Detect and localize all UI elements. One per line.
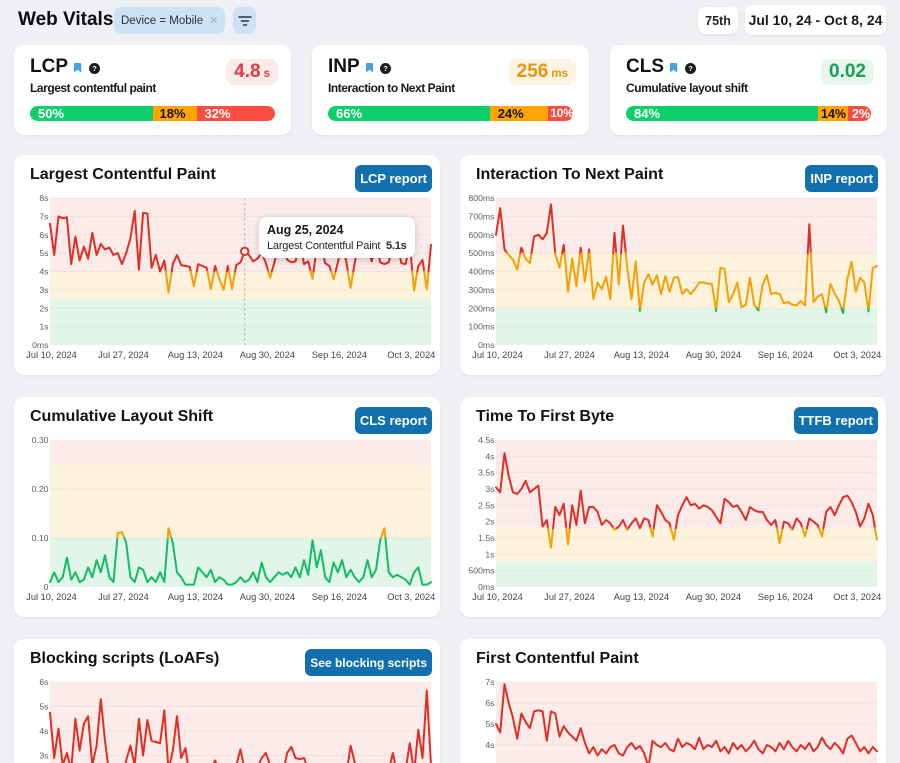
svg-text:Oct 3, 2024: Oct 3, 2024 [387,592,435,602]
svg-text:500ms: 500ms [468,248,495,258]
svg-text:200ms: 200ms [468,303,495,313]
svg-text:2s: 2s [485,517,495,527]
svg-text:4s: 4s [485,740,495,750]
svg-text:Aug 30, 2024: Aug 30, 2024 [686,350,741,360]
svg-text:Sep 16, 2024: Sep 16, 2024 [312,592,367,602]
svg-text:300ms: 300ms [468,285,495,295]
svg-text:100ms: 100ms [468,322,495,332]
svg-text:Aug 13, 2024: Aug 13, 2024 [168,592,223,602]
svg-text:2.5s: 2.5s [478,500,495,510]
svg-text:1s: 1s [485,549,495,559]
svg-text:Sep 16, 2024: Sep 16, 2024 [758,592,813,602]
svg-text:0: 0 [44,582,49,592]
svg-text:3s: 3s [39,751,49,761]
svg-text:Jul 10, 2024: Jul 10, 2024 [26,592,77,602]
svg-text:Oct 3, 2024: Oct 3, 2024 [387,350,435,360]
svg-text:800ms: 800ms [468,193,495,203]
svg-text:700ms: 700ms [468,211,495,221]
svg-text:4s: 4s [39,726,49,736]
svg-text:Aug 30, 2024: Aug 30, 2024 [686,592,741,602]
svg-text:0ms: 0ms [32,340,49,350]
svg-text:5s: 5s [39,702,49,712]
svg-text:Jul 10, 2024: Jul 10, 2024 [472,350,523,360]
svg-text:7s: 7s [39,211,49,221]
svg-text:Oct 3, 2024: Oct 3, 2024 [833,350,881,360]
svg-text:Sep 16, 2024: Sep 16, 2024 [758,350,813,360]
svg-text:Oct 3, 2024: Oct 3, 2024 [833,592,881,602]
svg-text:4s: 4s [39,267,49,277]
svg-text:Aug 13, 2024: Aug 13, 2024 [168,350,223,360]
svg-text:6s: 6s [485,698,495,708]
svg-text:3s: 3s [39,285,49,295]
svg-text:8s: 8s [39,193,49,203]
svg-text:Jul 27, 2024: Jul 27, 2024 [544,592,595,602]
svg-text:Jul 27, 2024: Jul 27, 2024 [544,350,595,360]
svg-text:4.5s: 4.5s [478,435,495,445]
svg-text:600ms: 600ms [468,230,495,240]
svg-text:?: ? [383,64,388,73]
svg-text:0.20: 0.20 [32,484,49,494]
svg-text:Aug 13, 2024: Aug 13, 2024 [614,350,669,360]
svg-text:500ms: 500ms [468,566,495,576]
svg-text:Aug 13, 2024: Aug 13, 2024 [614,592,669,602]
svg-text:?: ? [92,64,97,73]
svg-text:Sep 16, 2024: Sep 16, 2024 [312,350,367,360]
svg-text:?: ? [688,64,693,73]
svg-text:7s: 7s [485,677,495,687]
svg-text:1s: 1s [39,322,49,332]
svg-text:Jul 27, 2024: Jul 27, 2024 [98,350,149,360]
svg-text:5s: 5s [485,719,495,729]
svg-text:5s: 5s [39,248,49,258]
svg-text:2s: 2s [39,303,49,313]
svg-text:3s: 3s [485,761,495,763]
svg-text:4s: 4s [485,451,495,461]
svg-text:0.10: 0.10 [32,533,49,543]
svg-text:Aug 30, 2024: Aug 30, 2024 [240,592,295,602]
svg-text:Jul 27, 2024: Jul 27, 2024 [98,592,149,602]
svg-text:3.5s: 3.5s [478,468,495,478]
svg-text:3s: 3s [485,484,495,494]
svg-text:1.5s: 1.5s [478,533,495,543]
svg-text:Aug 30, 2024: Aug 30, 2024 [240,350,295,360]
svg-text:6s: 6s [39,677,49,687]
svg-text:0ms: 0ms [478,340,495,350]
svg-text:Jul 10, 2024: Jul 10, 2024 [472,592,523,602]
svg-text:6s: 6s [39,230,49,240]
svg-text:0ms: 0ms [478,582,495,592]
svg-text:Jul 10, 2024: Jul 10, 2024 [26,350,77,360]
svg-text:0.30: 0.30 [32,435,49,445]
svg-text:400ms: 400ms [468,267,495,277]
